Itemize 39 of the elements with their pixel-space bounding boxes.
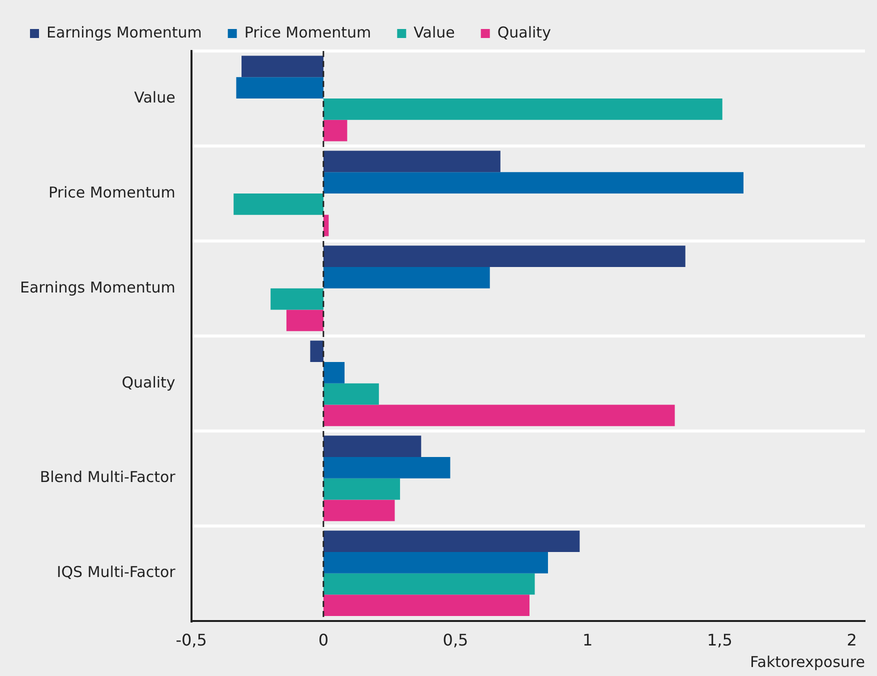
y-tick-label: IQS Multi-Factor xyxy=(56,563,176,582)
bar xyxy=(234,193,324,215)
bar xyxy=(323,150,500,172)
x-axis-title: Faktorexposure xyxy=(750,652,865,671)
y-tick-label: Quality xyxy=(122,373,176,392)
bar xyxy=(323,362,345,384)
bar xyxy=(323,383,379,405)
x-tick-label: 0,5 xyxy=(442,630,468,650)
bar xyxy=(323,120,348,142)
bar xyxy=(242,56,324,78)
y-tick-label: Blend Multi-Factor xyxy=(40,468,176,486)
bar xyxy=(270,288,324,310)
y-tick-label: Value xyxy=(134,88,176,106)
legend-label: Value xyxy=(414,23,455,42)
bar xyxy=(323,500,395,522)
y-tick-label: Earnings Momentum xyxy=(20,278,176,296)
y-tick-label: Price Momentum xyxy=(48,183,176,202)
bar xyxy=(323,98,722,120)
bar xyxy=(323,530,580,552)
bar xyxy=(323,573,535,595)
bar xyxy=(323,552,548,574)
bar xyxy=(236,77,324,98)
bar xyxy=(323,172,744,194)
legend-label: Price Momentum xyxy=(244,23,372,42)
bar xyxy=(286,310,324,332)
bar xyxy=(323,456,450,478)
bar xyxy=(323,246,686,268)
bar xyxy=(323,404,675,426)
legend-label: Quality xyxy=(497,23,552,42)
x-tick-label: 2 xyxy=(846,630,857,650)
bar xyxy=(310,340,324,362)
x-tick-label: -0,5 xyxy=(176,630,207,650)
x-tick-label: 1 xyxy=(582,630,593,650)
bar xyxy=(323,267,490,288)
bar xyxy=(323,478,400,500)
x-tick-label: 1,5 xyxy=(706,630,732,650)
bar xyxy=(323,594,530,616)
x-tick-label: 0 xyxy=(318,630,329,650)
bar xyxy=(323,436,422,457)
